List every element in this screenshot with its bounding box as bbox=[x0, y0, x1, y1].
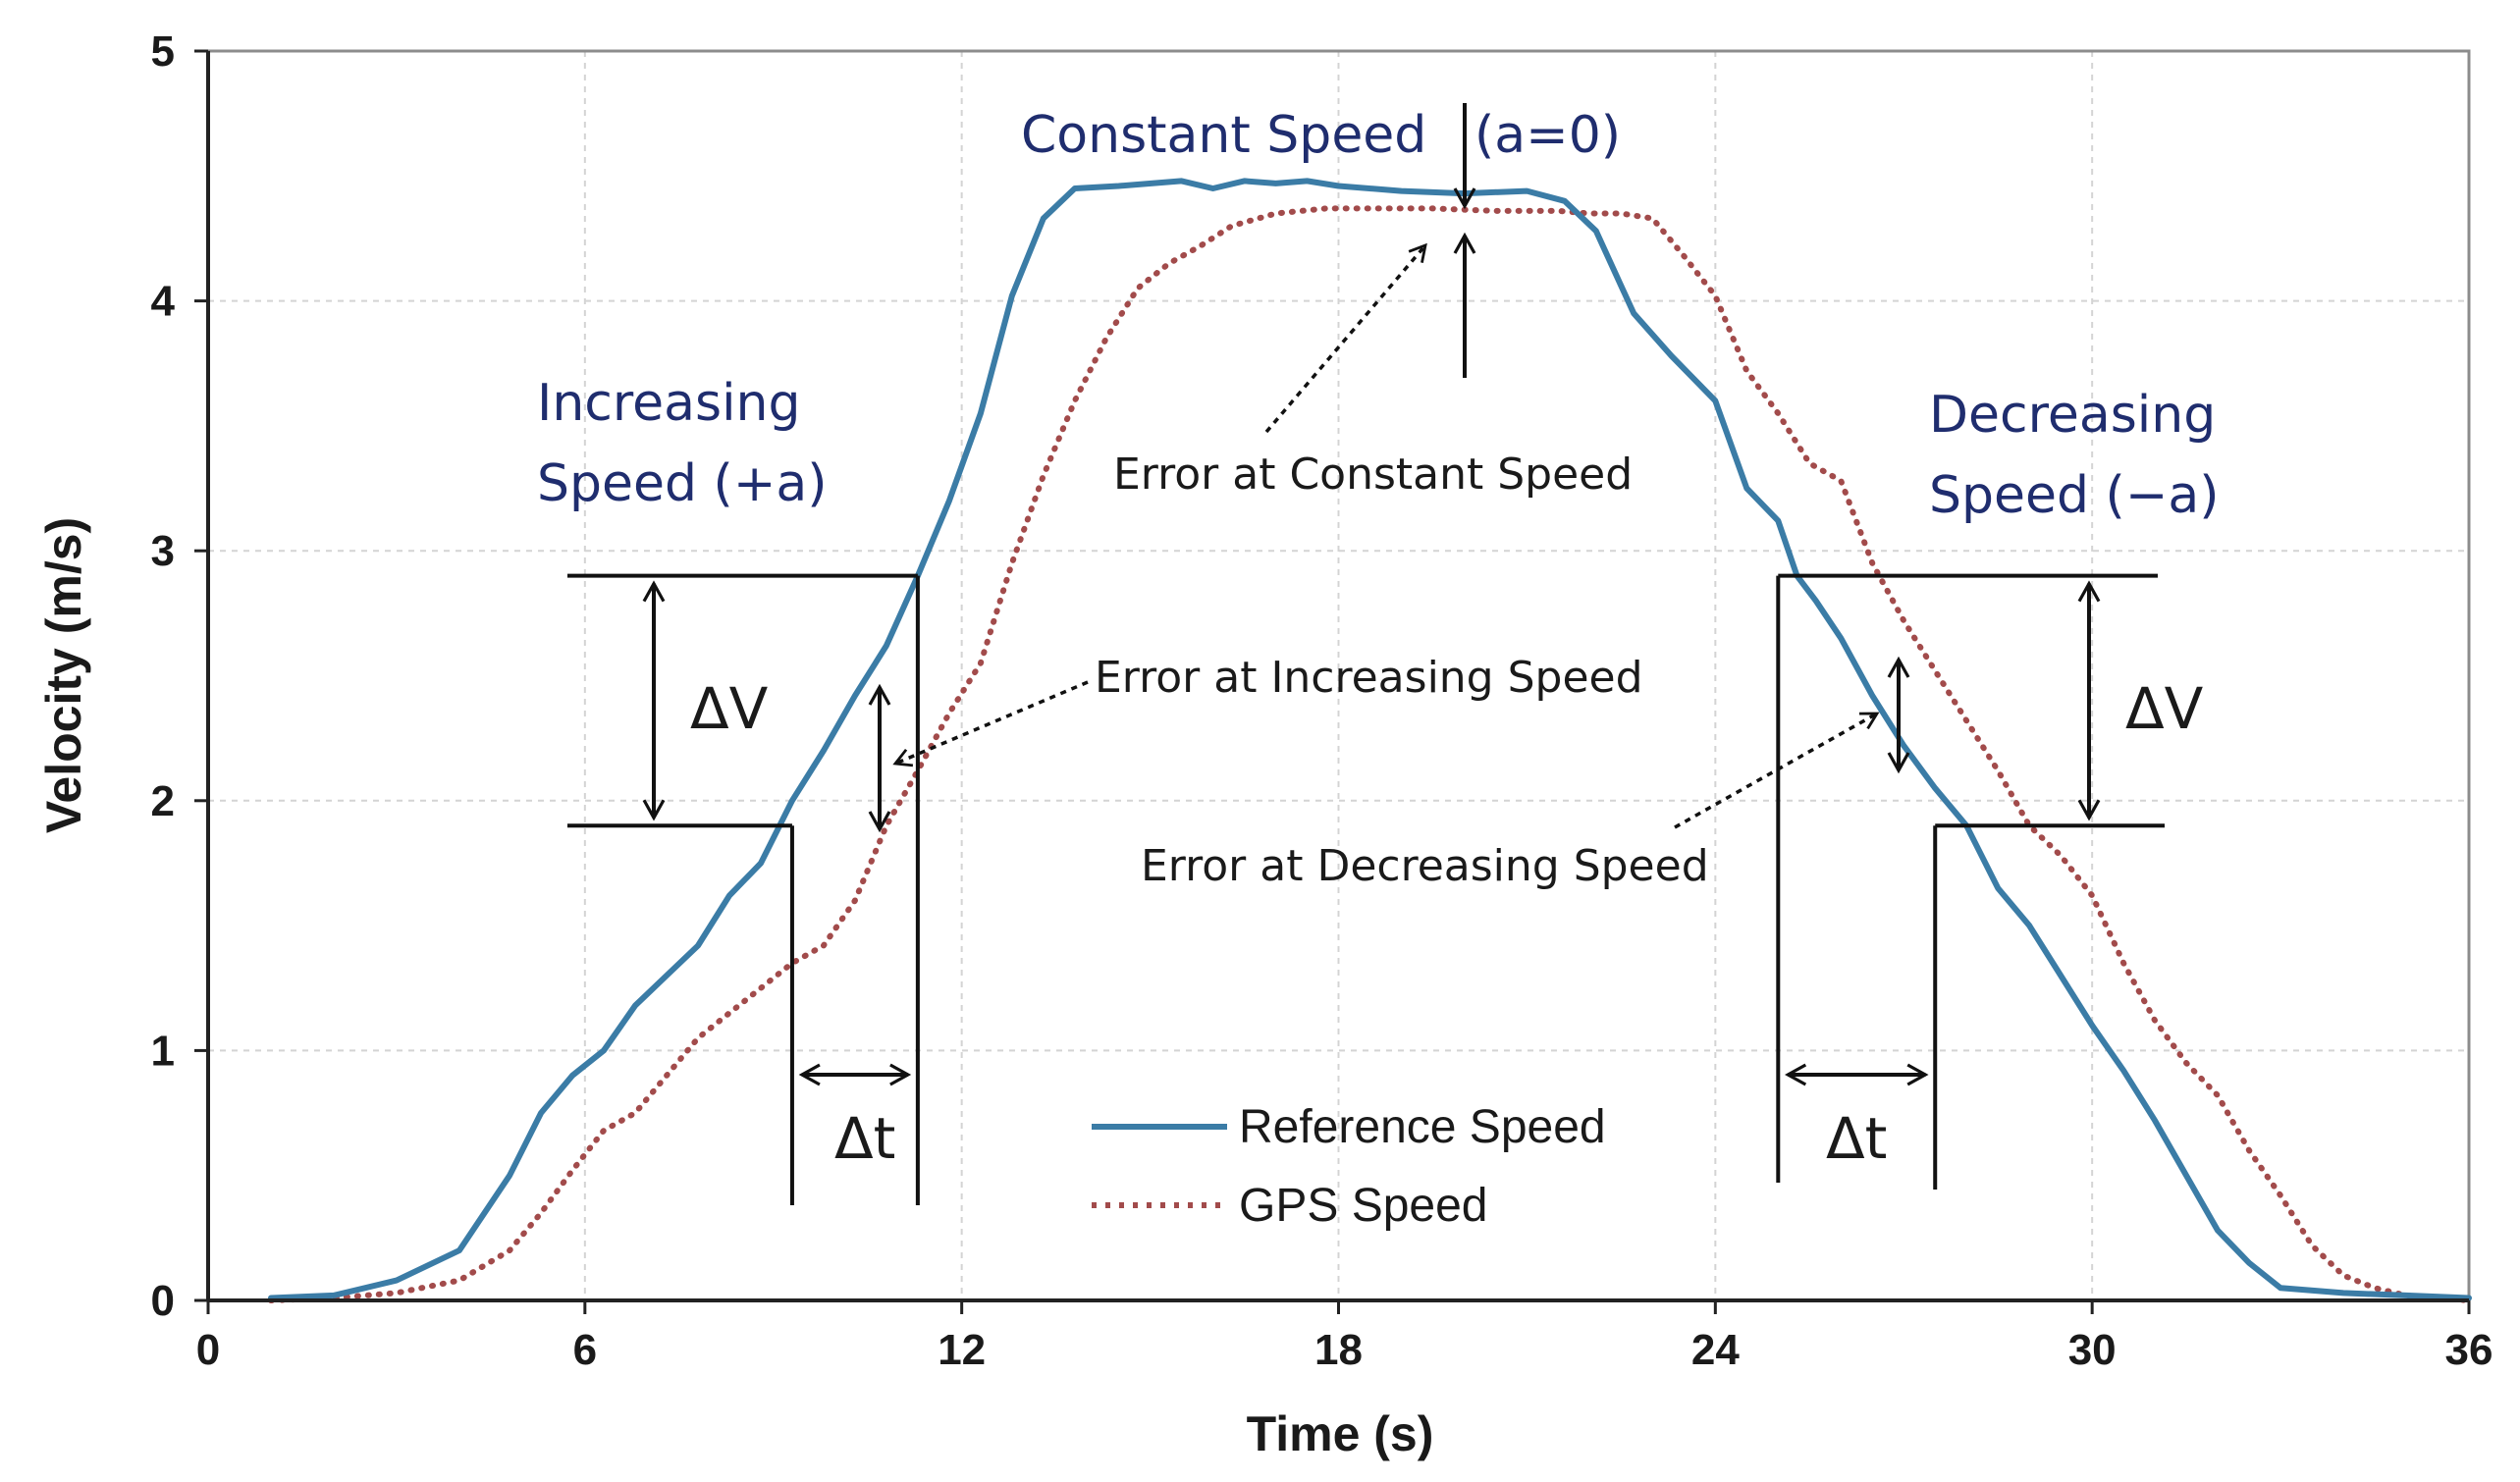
x-tick-label: 36 bbox=[2445, 1326, 2493, 1374]
legend-reference-label: Reference Speed bbox=[1239, 1101, 1606, 1153]
y-tick-label: 4 bbox=[151, 278, 176, 326]
decreasing-label-line2: Speed (−a) bbox=[1929, 466, 2220, 525]
series-line-reference-speed bbox=[268, 178, 2472, 1301]
delta-v-label-right: ΔV bbox=[2125, 675, 2204, 742]
x-tick-label: 30 bbox=[2068, 1326, 2117, 1374]
increasing-label-line2: Speed (+a) bbox=[537, 454, 828, 513]
constant-label: Constant Speed bbox=[1021, 106, 1426, 165]
x-tick-label: 18 bbox=[1314, 1326, 1363, 1374]
x-tick-label: 6 bbox=[573, 1326, 597, 1374]
error-increasing-label: Error at Increasing Speed bbox=[1095, 653, 1643, 703]
error-constant-label: Error at Constant Speed bbox=[1113, 450, 1633, 500]
error-decreasing-pointer bbox=[1674, 712, 1880, 829]
y-tick-label: 2 bbox=[151, 777, 175, 825]
series-line-gps-speed bbox=[268, 205, 2472, 1303]
error-constant-pointer bbox=[1264, 242, 1427, 434]
constant-label-suffix: (a=0) bbox=[1474, 106, 1621, 165]
decreasing-label-line1: Decreasing bbox=[1929, 386, 2216, 445]
legend-gps-label: GPS Speed bbox=[1239, 1180, 1488, 1232]
error-increasing-pointer bbox=[892, 680, 1089, 767]
delta-t-label-left: Δt bbox=[834, 1105, 895, 1172]
series-layer bbox=[268, 178, 2472, 1303]
legend: Reference Speed GPS Speed bbox=[1092, 1101, 1606, 1232]
y-tick-label: 3 bbox=[151, 527, 175, 575]
x-tick-label: 12 bbox=[938, 1326, 986, 1374]
increasing-label-line1: Increasing bbox=[537, 374, 800, 433]
delta-t-label-right: Δt bbox=[1826, 1105, 1887, 1172]
x-axis-title: Time (s) bbox=[1247, 1406, 1434, 1461]
y-tick-label: 5 bbox=[151, 27, 175, 76]
y-axis-title: Velocity (m/s) bbox=[36, 517, 91, 833]
y-tick-label: 0 bbox=[151, 1277, 175, 1325]
error-decreasing-label: Error at Decreasing Speed bbox=[1141, 841, 1709, 891]
y-tick-label: 1 bbox=[151, 1027, 175, 1075]
x-tick-label: 0 bbox=[196, 1326, 220, 1374]
annotation-layer bbox=[567, 103, 2165, 1205]
x-tick-label: 24 bbox=[1691, 1326, 1740, 1374]
delta-v-label-left: ΔV bbox=[690, 675, 769, 742]
